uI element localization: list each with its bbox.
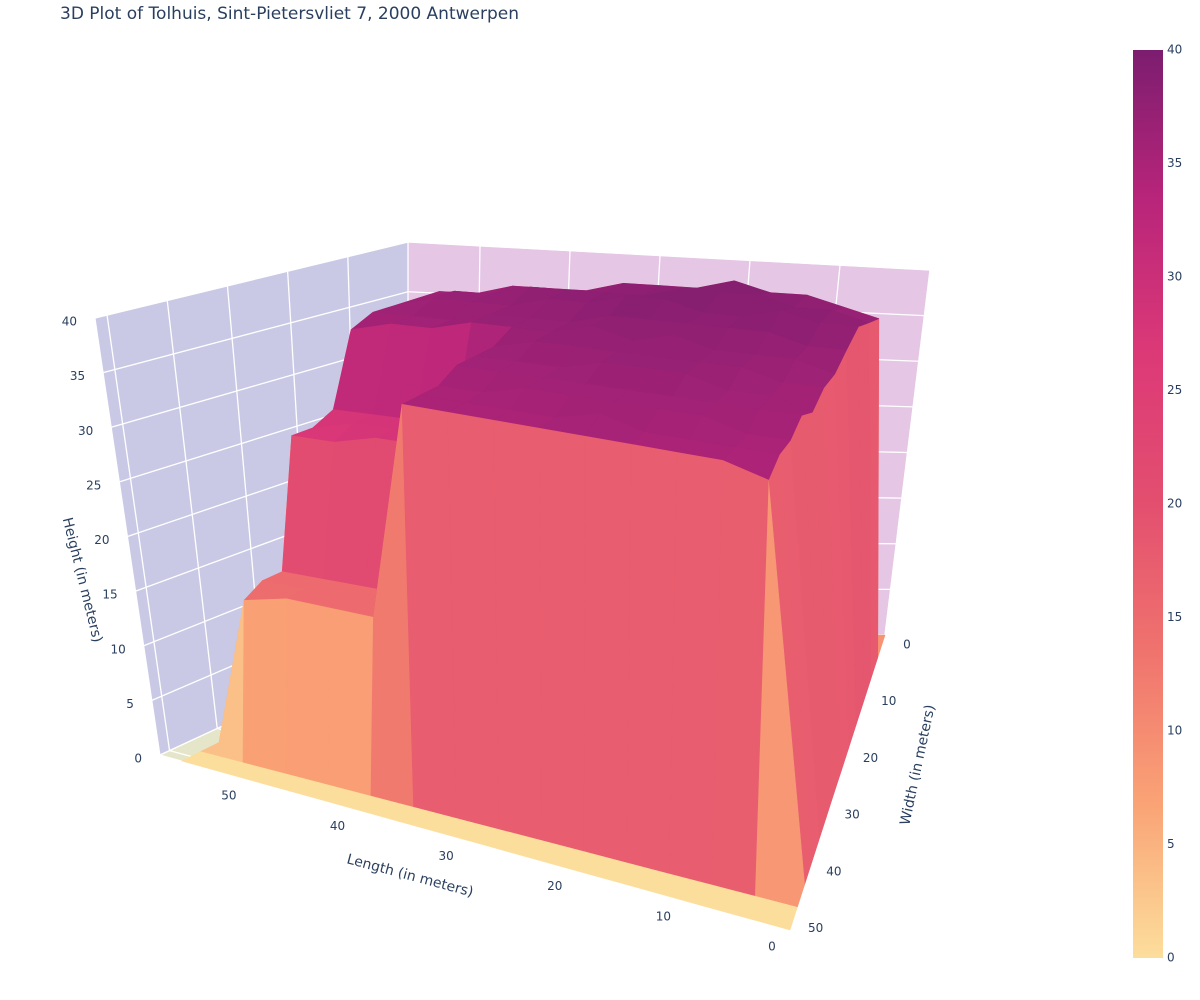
z-tick-label: 40	[62, 315, 77, 329]
chart-title: 3D Plot of Tolhuis, Sint-Pietersvliet 7,…	[60, 4, 519, 24]
y-tick-label: 0	[903, 638, 911, 652]
colorbar-tick-label: 0	[1167, 951, 1175, 965]
colorbar-tick-label: 25	[1167, 383, 1182, 397]
y-grid-line	[106, 314, 171, 751]
y-tick-label: 20	[863, 751, 878, 765]
colorbar-tick-label: 30	[1167, 270, 1182, 284]
z-grid-line	[94, 241, 409, 319]
colorbar-tick-label: 10	[1167, 724, 1182, 738]
axis-labels: 0 5 10 15 20 25 30 35 40 0 10 20 30 40 50 0 10 20 30 40 50	[62, 315, 911, 954]
x-tick-label: 40	[330, 819, 345, 833]
z-tick-label: 5	[126, 697, 134, 711]
y-tick-label: 50	[808, 921, 823, 935]
x-axis-title: Length (in meters)	[345, 851, 475, 900]
y-grid-line	[166, 300, 218, 729]
colorbar-tick-label: 35	[1167, 156, 1182, 170]
y-tick-label: 30	[845, 808, 860, 822]
z-tick-label: 35	[70, 369, 85, 383]
z-tick-label: 10	[110, 642, 125, 656]
x-grid-line	[884, 269, 931, 636]
x-tick-label: 50	[221, 789, 236, 803]
z-tick-label: 0	[134, 752, 142, 766]
y-axis-title: Width (in meters)	[897, 703, 938, 826]
x-tick-label: 0	[768, 940, 776, 954]
colorbar	[1133, 50, 1163, 958]
surface-cell	[285, 598, 331, 786]
colorbar-tick-label: 5	[1167, 837, 1175, 851]
z-tick-label: 20	[94, 533, 109, 547]
colorbar-tick-label: 20	[1167, 497, 1182, 511]
x-tick-label: 30	[438, 849, 453, 863]
colorbar-tick-label: 15	[1167, 610, 1182, 624]
surface-cell	[539, 427, 586, 853]
surface-cell	[327, 607, 374, 797]
z-tick-label: 25	[86, 478, 101, 492]
y-tick-label: 40	[826, 864, 841, 878]
surface	[181, 280, 886, 931]
surface-cell	[493, 419, 542, 841]
z-tick-label: 30	[78, 424, 93, 438]
surface-cell	[583, 435, 632, 864]
z-grid-line	[407, 241, 931, 271]
y-tick-label: 10	[881, 694, 896, 708]
surface-cell	[659, 873, 713, 907]
z-tick-label: 15	[102, 588, 117, 602]
surface-cell	[626, 443, 678, 875]
colorbar-tick-label: 40	[1167, 43, 1182, 57]
z-grid-line	[102, 291, 409, 374]
x-tick-label: 20	[547, 879, 562, 893]
surface-cell	[447, 411, 500, 830]
x-tick-label: 10	[656, 909, 671, 923]
surface-cell	[242, 598, 287, 775]
